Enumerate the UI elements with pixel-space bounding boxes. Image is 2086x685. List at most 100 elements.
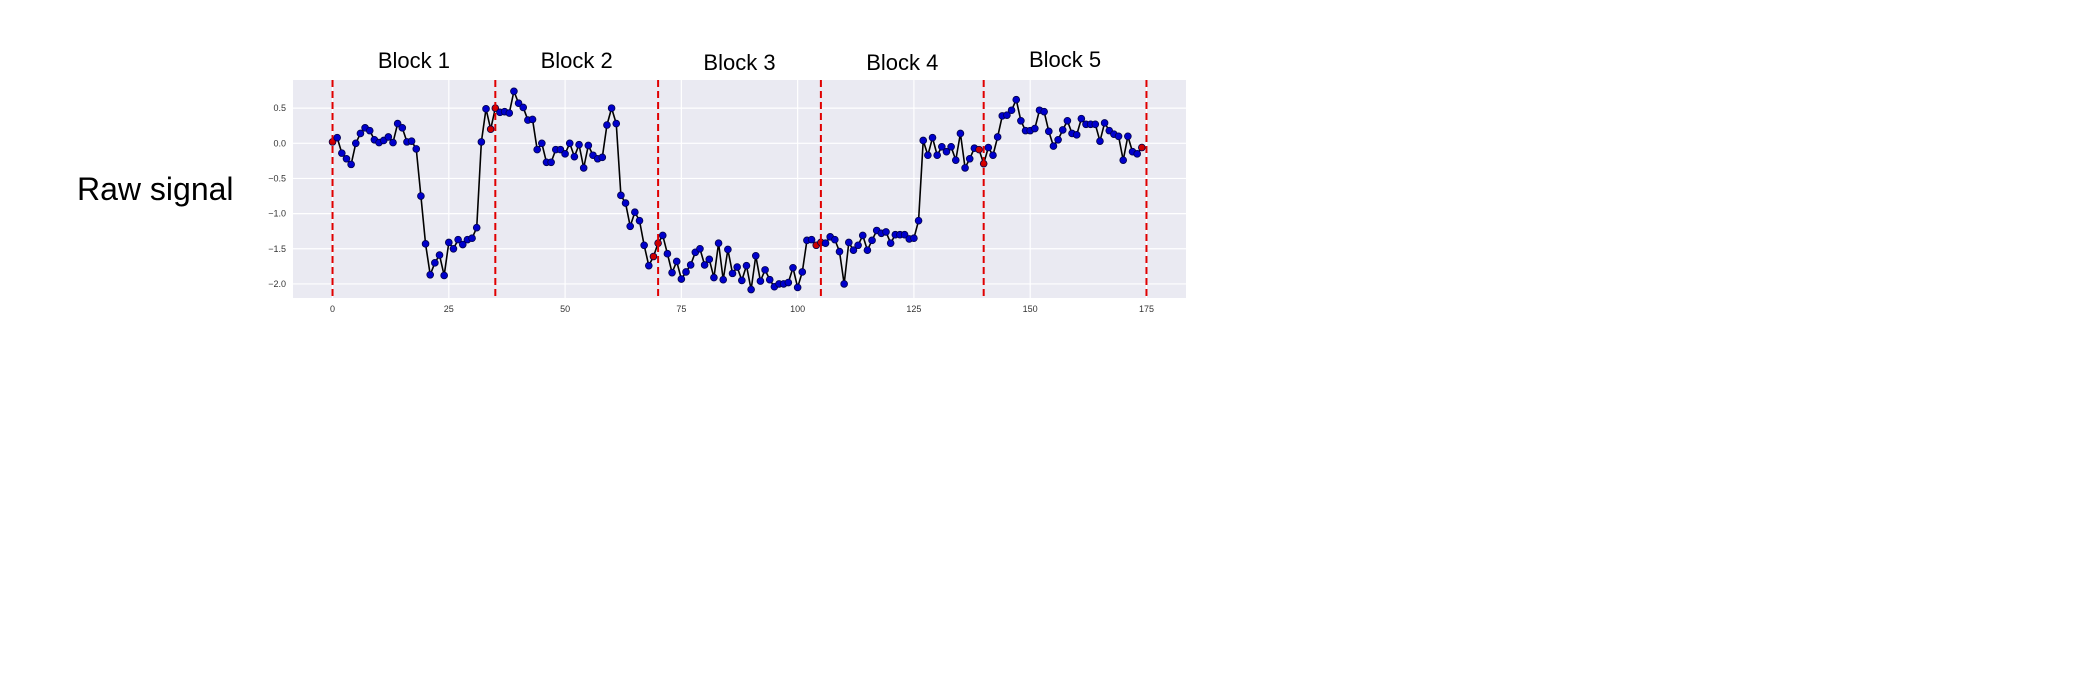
block-title: Block 2 xyxy=(541,48,613,73)
signal-point xyxy=(751,252,760,260)
signal-point xyxy=(672,257,681,266)
signal-point xyxy=(1114,132,1123,141)
signal-point xyxy=(668,268,676,277)
signal-point xyxy=(384,133,393,141)
signal-plot: 0 25 50 75 100 125 150 175 0.5 0.0 −0.5 −1.0 −1.5 −2.… xyxy=(268,47,1186,314)
signal-point xyxy=(621,199,630,207)
signal-point xyxy=(965,154,974,163)
block-title: Block 3 xyxy=(703,50,775,75)
signal-point xyxy=(993,133,1002,141)
signal-point xyxy=(747,285,755,294)
signal-point xyxy=(700,261,709,269)
signal-point xyxy=(472,223,481,232)
signal-point xyxy=(407,137,416,145)
signal-point xyxy=(761,266,769,274)
signal-point xyxy=(844,238,853,247)
signal-point xyxy=(714,239,723,247)
signal-point xyxy=(742,261,751,270)
signal-point xyxy=(793,283,802,292)
signal-point xyxy=(486,125,495,134)
signal-point xyxy=(682,268,690,276)
signal-point xyxy=(333,133,341,142)
signal-point xyxy=(617,191,625,200)
signal-point xyxy=(579,164,588,172)
signal-point xyxy=(863,246,872,254)
signal-point xyxy=(1040,107,1048,116)
signal-point xyxy=(607,104,616,112)
signal-point xyxy=(603,121,611,129)
signal-point xyxy=(1054,135,1062,144)
signal-point xyxy=(658,231,667,240)
signal-point xyxy=(547,158,555,167)
signal-point xyxy=(468,234,476,243)
signal-point xyxy=(919,136,928,145)
x-tick-label: 25 xyxy=(444,304,454,314)
signal-point xyxy=(519,103,528,112)
signal-point xyxy=(738,276,746,285)
signal-point xyxy=(789,263,797,272)
signal-point xyxy=(835,247,844,256)
signal-point xyxy=(1091,120,1100,129)
signal-point xyxy=(854,241,862,250)
signal-point xyxy=(928,133,937,142)
x-tick-label: 75 xyxy=(676,304,686,314)
signal-point xyxy=(533,145,541,154)
signal-point xyxy=(342,154,351,163)
y-tick-label: −1.5 xyxy=(268,244,286,254)
signal-point xyxy=(412,145,421,153)
signal-point xyxy=(356,129,365,138)
signal-point xyxy=(938,143,946,151)
signal-point xyxy=(975,145,983,154)
signal-point xyxy=(1100,119,1109,127)
x-tick-label: 100 xyxy=(790,304,805,314)
signal-point xyxy=(1049,142,1058,150)
signal-point xyxy=(756,277,765,285)
signal-point xyxy=(417,192,425,200)
signal-point xyxy=(584,141,593,150)
signal-point xyxy=(910,234,918,243)
signal-point xyxy=(393,119,402,128)
signal-point xyxy=(947,143,955,151)
signal-point xyxy=(445,238,453,247)
signal-point xyxy=(426,270,435,279)
signal-point xyxy=(719,275,728,284)
block-title: Block 1 xyxy=(378,48,450,73)
signal-point xyxy=(440,271,448,280)
signal-point xyxy=(570,152,579,161)
signal-point xyxy=(1119,156,1128,164)
signal-point xyxy=(858,231,867,240)
signal-point xyxy=(914,216,923,225)
signal-point xyxy=(389,138,397,147)
signal-point xyxy=(784,278,793,287)
signal-point xyxy=(705,255,714,264)
signal-point xyxy=(924,151,932,160)
signal-point xyxy=(686,261,695,269)
signal-point xyxy=(1003,111,1011,119)
x-tick-label: 50 xyxy=(560,304,570,314)
y-tick-label: 0.5 xyxy=(273,103,286,113)
signal-point xyxy=(645,261,653,270)
signal-point xyxy=(458,240,467,249)
x-tick-label: 0 xyxy=(330,304,335,314)
signal-point xyxy=(398,124,407,132)
signal-point xyxy=(821,239,830,247)
signal-point xyxy=(1096,137,1104,145)
signal-point xyxy=(538,139,546,148)
signal-point xyxy=(514,99,523,108)
signal-point xyxy=(900,230,909,239)
signal-point xyxy=(635,216,644,225)
signal-point xyxy=(565,139,574,148)
signal-point xyxy=(477,138,486,146)
x-tick-label: 150 xyxy=(1023,304,1038,314)
signal-point xyxy=(984,143,993,152)
y-tick-label: 0.0 xyxy=(273,138,286,148)
x-tick-label: 125 xyxy=(906,304,921,314)
signal-point xyxy=(733,263,741,271)
signal-point xyxy=(951,156,960,164)
signal-point xyxy=(612,119,621,128)
signal-point xyxy=(840,280,848,288)
signal-point xyxy=(505,109,514,117)
signal-point xyxy=(510,87,518,96)
signal-point xyxy=(351,139,360,148)
